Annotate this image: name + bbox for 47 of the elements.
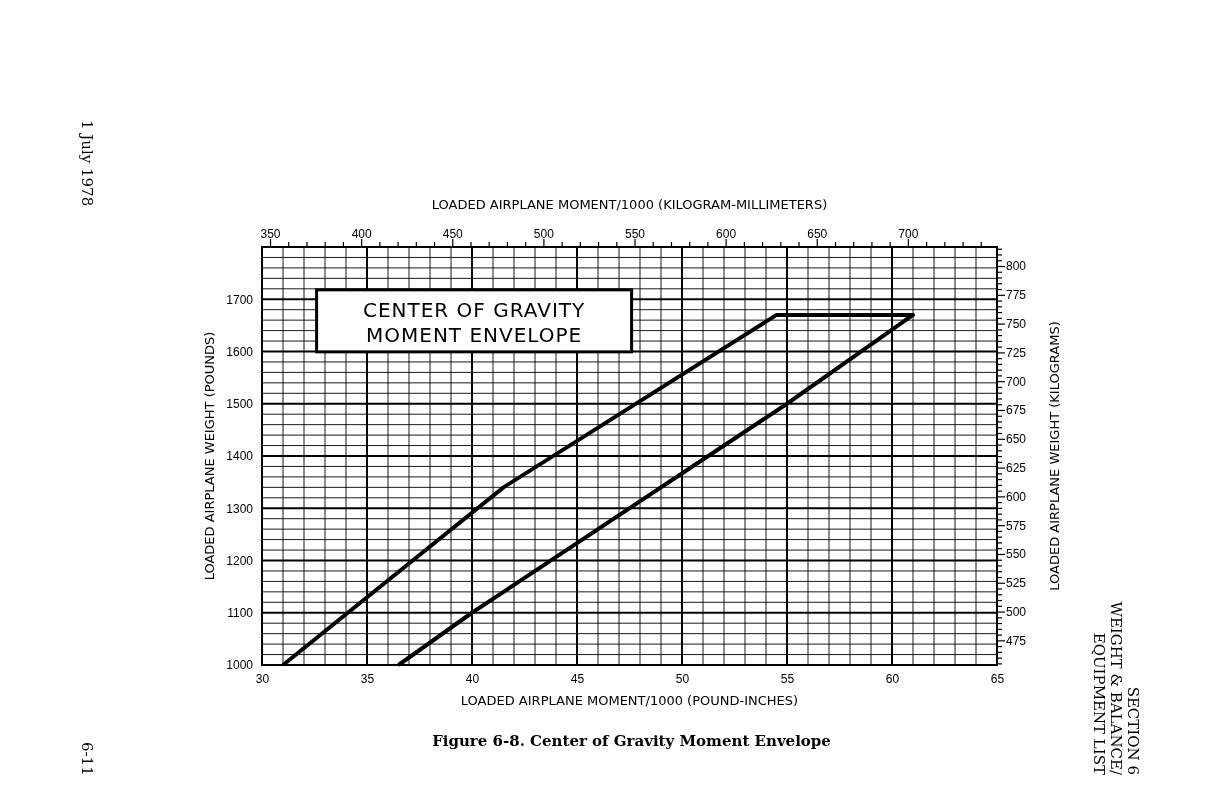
x-tick-label: 35 (360, 671, 375, 686)
y2-tick-label: 800 (1006, 259, 1027, 274)
y-tick-label: 1700 (226, 292, 254, 307)
caption: Figure 6-8. Center of Gravity Moment Envelope (432, 732, 831, 750)
y2-tick-label: 500 (1006, 604, 1027, 619)
y-tick-label: 1200 (226, 553, 254, 568)
y2-axis-title: LOADED AIRPLANE WEIGHT (KILOGRAMS) (1047, 321, 1062, 591)
x-tick-label: 60 (885, 671, 900, 686)
y-axis-title: LOADED AIRPLANE WEIGHT (POUNDS) (202, 331, 217, 581)
x-tick-label: 30 (255, 671, 270, 686)
x-tick-label: 40 (465, 671, 480, 686)
x2-tick-label: 350 (260, 227, 281, 241)
y2-tick-label: 550 (1006, 547, 1027, 562)
text: SECTION 6 WEIGHT & BALANCE/ EQUIPMENT LIST (1090, 601, 1142, 776)
x2-tick-label: 650 (807, 227, 828, 241)
y2-tick-label: 625 (1006, 460, 1027, 475)
y2-tick-label: 525 (1006, 576, 1027, 591)
title-box: CENTER OF GRAVITY MOMENT ENVELOPE (315, 288, 634, 354)
y2-tick-label: 600 (1006, 489, 1027, 504)
y-tick-label: 1600 (226, 344, 254, 359)
text: 1 July 1978 (78, 120, 96, 207)
x2-axis-title: LOADED AIRPLANE MOMENT/1000 (KILOGRAM-MILLIMETERS) (431, 197, 828, 212)
y-tick-label: 1500 (226, 397, 254, 412)
x2-tick-label: 700 (898, 227, 919, 241)
x-tick-label: 45 (570, 671, 585, 686)
y2-tick-label: 775 (1006, 288, 1027, 303)
x-tick-label: 65 (990, 671, 1005, 686)
y-tick-label: 1300 (226, 501, 254, 516)
y2-tick-label: 575 (1006, 518, 1027, 533)
y-tick-label: 1400 (226, 449, 254, 464)
y2-tick-label: 650 (1006, 432, 1027, 447)
y2-tick-label: 725 (1006, 345, 1027, 360)
y2-tick-label: 675 (1006, 403, 1027, 418)
y2-tick-label: 700 (1006, 374, 1027, 389)
y2-tick-label: 750 (1006, 316, 1027, 331)
x2-tick-label: 550 (625, 227, 646, 241)
y-tick-label: 1100 (227, 606, 254, 621)
x2-tick-label: 400 (351, 227, 372, 241)
x2-tick-label: 450 (442, 227, 464, 241)
text: 6-11 (78, 742, 96, 776)
y2-tick-label: 475 (1006, 633, 1027, 648)
x-tick-label: 50 (675, 671, 690, 686)
y-tick-label: 1000 (226, 658, 254, 673)
x-axis-title: LOADED AIRPLANE MOMENT/1000 (POUND-INCHES) (460, 693, 799, 708)
x2-tick-label: 500 (533, 227, 555, 241)
x2-tick-label: 600 (716, 227, 737, 241)
x-tick-label: 55 (780, 671, 795, 686)
